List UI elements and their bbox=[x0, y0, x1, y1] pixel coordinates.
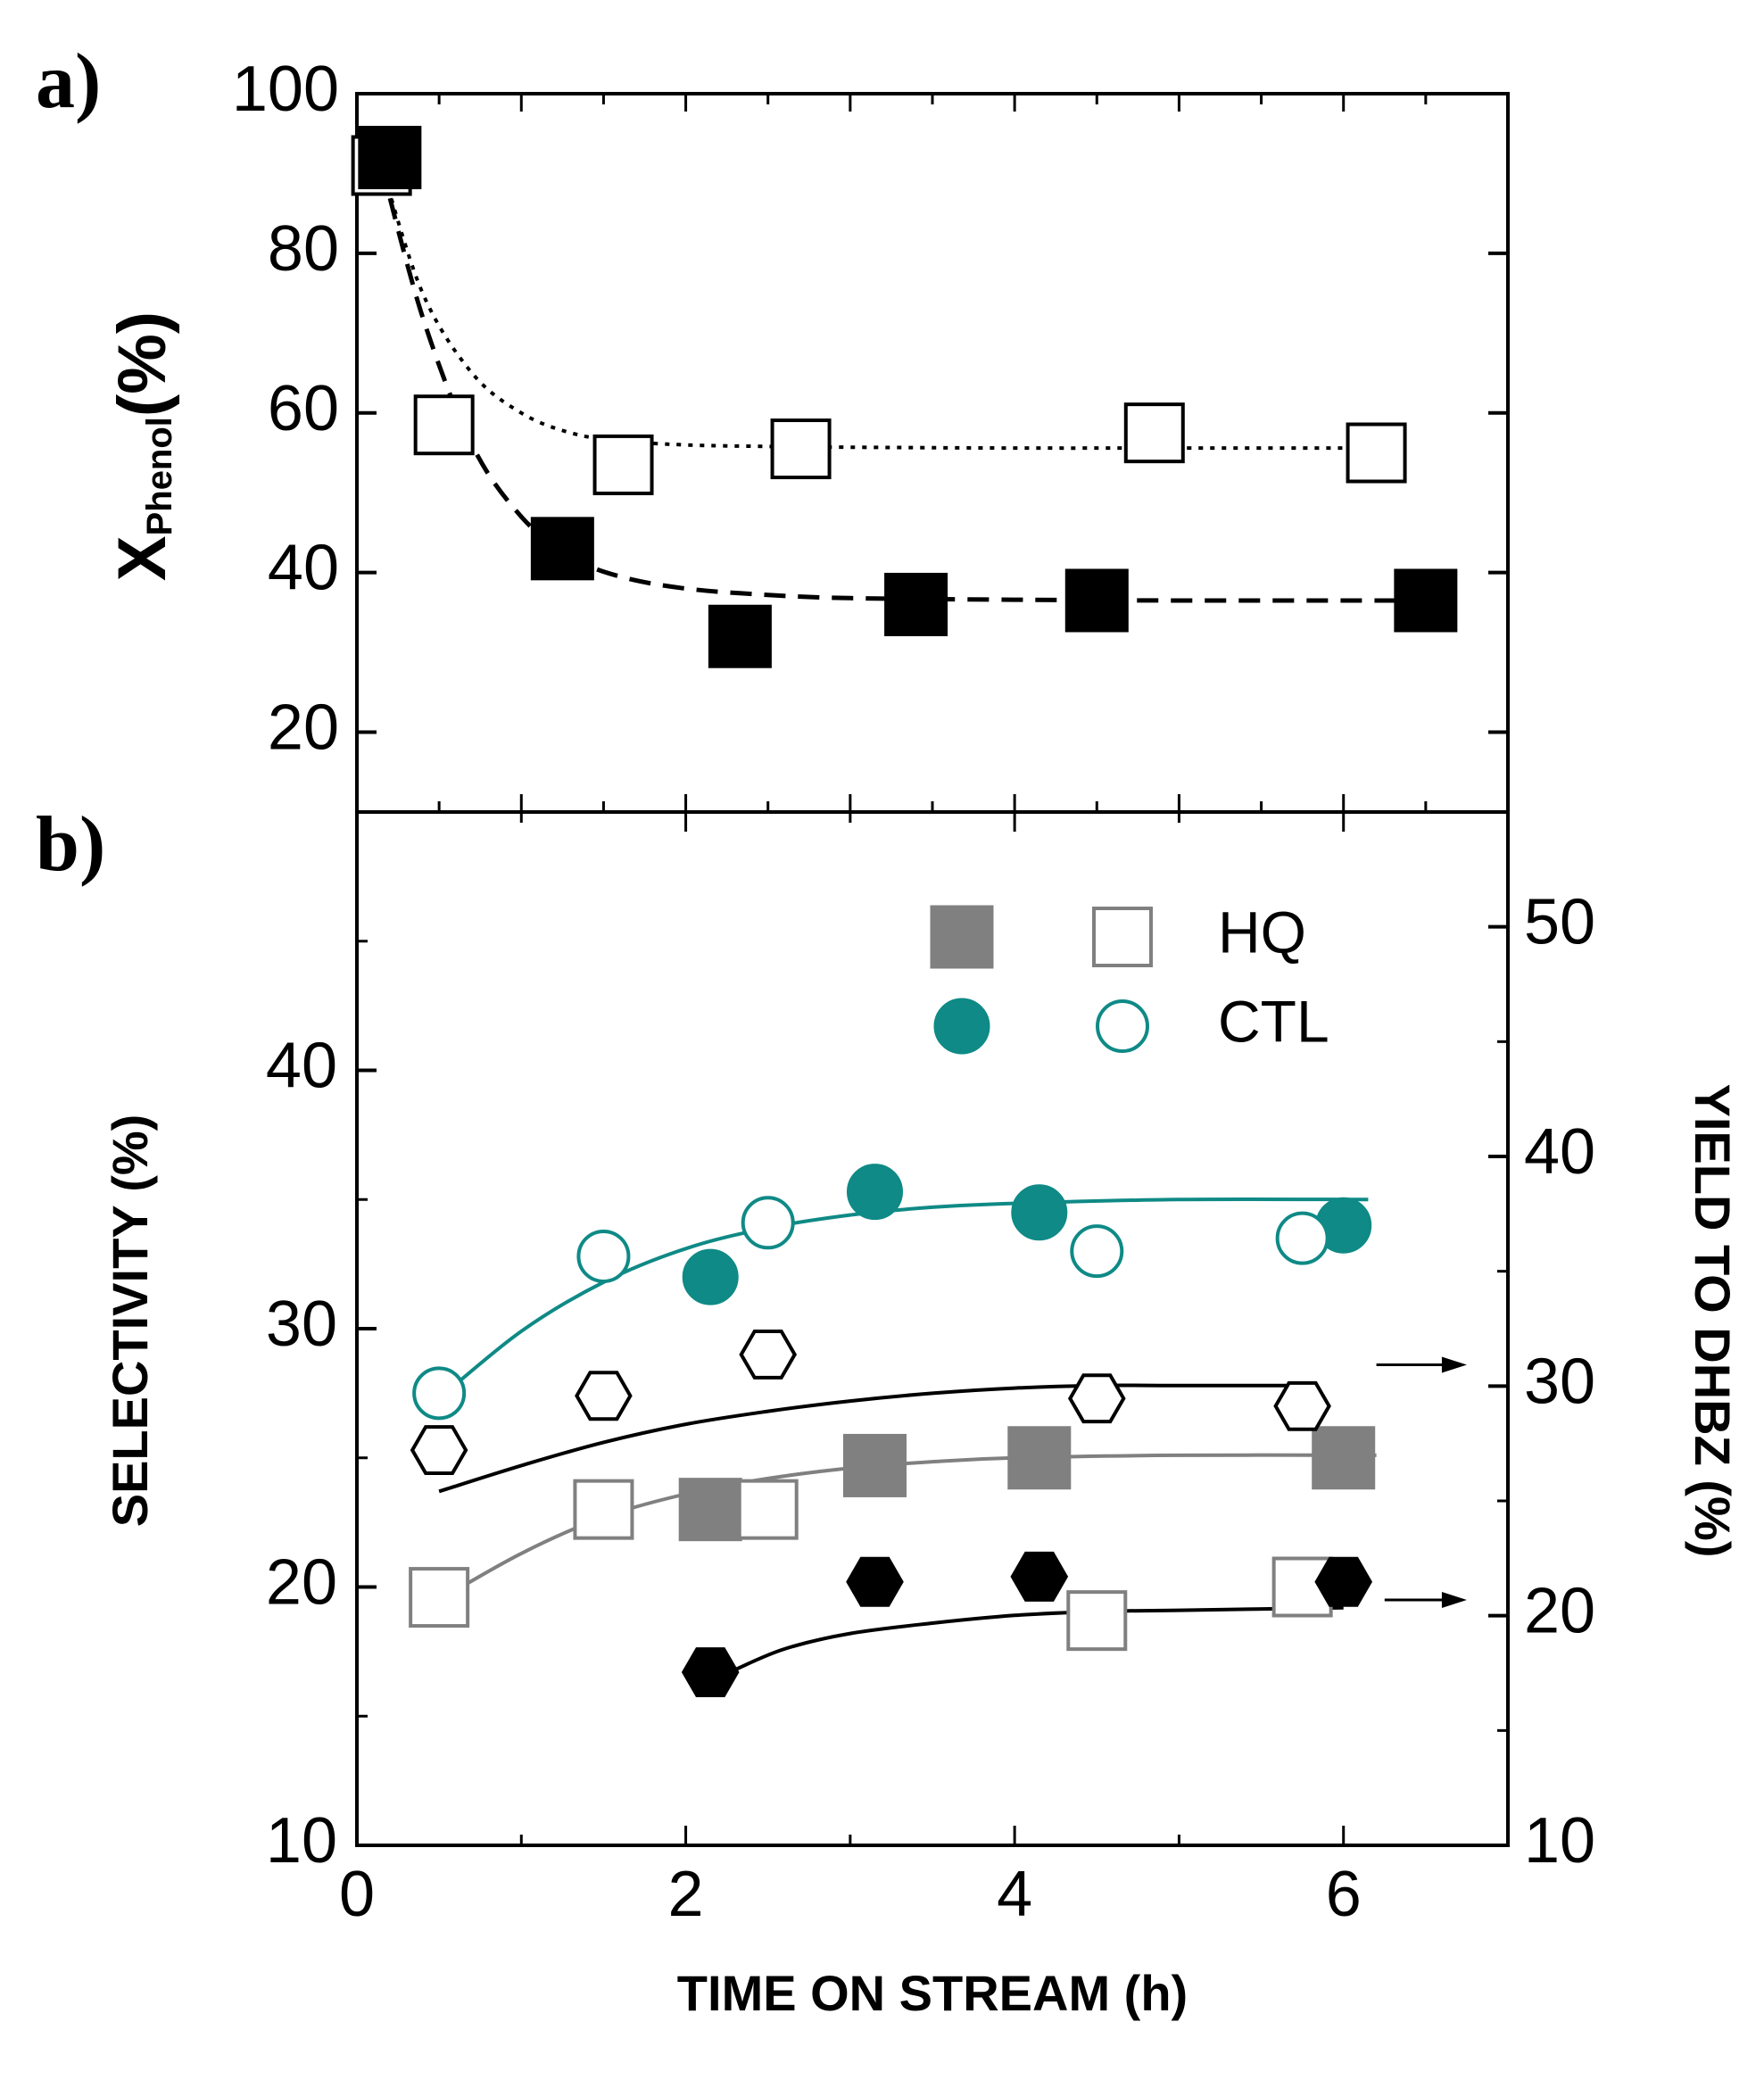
y-tick-label: 60 bbox=[268, 373, 339, 444]
y-axis-label: SELECTIVITY (%) bbox=[102, 1115, 158, 1528]
y-tick-label: 20 bbox=[266, 1547, 337, 1619]
data-point-s3-0 bbox=[409, 1567, 470, 1628]
data-point-s2-2 bbox=[1007, 1426, 1072, 1490]
data-point-s1-5 bbox=[1394, 568, 1458, 633]
data-point-s3-1 bbox=[573, 1479, 634, 1540]
data-point-s4-2 bbox=[1010, 1551, 1069, 1602]
y-tick-label: 40 bbox=[266, 1031, 337, 1102]
y2-tick-label: 10 bbox=[1524, 1805, 1595, 1877]
y-tick-label: 10 bbox=[266, 1805, 337, 1877]
data-point-s1-0 bbox=[412, 1366, 467, 1421]
y-axis-label-sub: Phenol bbox=[140, 417, 179, 535]
fit-line-0 bbox=[437, 1197, 1369, 1400]
panel-label-b: b) bbox=[36, 801, 105, 888]
x-axis-label: TIME ON STREAM (h) bbox=[677, 1965, 1188, 2021]
data-point-s5-3 bbox=[1067, 1373, 1126, 1424]
y2-axis-label: YIELD TO DHBZ (%) bbox=[1685, 1084, 1741, 1558]
data-point-s1-3 bbox=[1070, 1224, 1124, 1279]
data-point-s1-4 bbox=[1064, 568, 1129, 633]
y-tick-label: 20 bbox=[268, 692, 339, 764]
data-point-s4-3 bbox=[1314, 1556, 1373, 1607]
data-point-s5-2 bbox=[739, 1330, 798, 1380]
panel-b: 10 20 30 40 10 20 30 40 50 0 2 4 6 TIME ON STREAM (h)… bbox=[36, 801, 1741, 2021]
arrow-head-0 bbox=[1441, 1356, 1467, 1373]
panel-a-frame bbox=[355, 92, 1510, 814]
y-axis-label-suffix: (%) bbox=[104, 311, 180, 417]
data-point-s0-0 bbox=[682, 1248, 739, 1305]
legend-marker-filled-ctl bbox=[933, 998, 990, 1055]
x-tick-label: 4 bbox=[997, 1859, 1032, 1930]
y2-tick-label: 50 bbox=[1524, 887, 1595, 958]
data-point-s5-1 bbox=[575, 1371, 633, 1421]
data-point-s4-0 bbox=[681, 1647, 740, 1697]
data-point-s2-1 bbox=[843, 1433, 907, 1497]
legend-marker-open-hq bbox=[1092, 907, 1153, 967]
data-point-s1-0 bbox=[358, 126, 422, 190]
x-tick-label: 0 bbox=[339, 1859, 375, 1930]
data-point-s4-1 bbox=[846, 1556, 904, 1607]
arrow-head-1 bbox=[1441, 1591, 1467, 1608]
data-point-s0-2 bbox=[592, 434, 654, 495]
data-point-s0-3 bbox=[770, 418, 832, 480]
legend-marker-open-ctl bbox=[1096, 999, 1149, 1053]
fit-line-2 bbox=[438, 1383, 1303, 1494]
data-point-s1-3 bbox=[884, 572, 948, 636]
fit-line-3 bbox=[734, 1605, 1344, 1671]
panel-a: 20 40 60 80 100 XPhenol(%) a) bbox=[36, 38, 1510, 814]
data-point-s0-2 bbox=[1011, 1184, 1068, 1241]
data-point-s0-1 bbox=[847, 1164, 903, 1221]
y-axis-label-main: X bbox=[104, 535, 180, 581]
y2-tick-label: 20 bbox=[1524, 1576, 1595, 1647]
fit-line-0 bbox=[379, 164, 1377, 451]
data-point-s5-4 bbox=[1273, 1380, 1331, 1431]
fit-line-1 bbox=[438, 1453, 1377, 1602]
data-point-s0-5 bbox=[1346, 422, 1407, 484]
data-point-s2-3 bbox=[1312, 1426, 1376, 1490]
data-point-s1-2 bbox=[741, 1196, 795, 1250]
data-point-s0-1 bbox=[413, 394, 475, 456]
data-point-s1-4 bbox=[1275, 1211, 1329, 1265]
data-point-s3-3 bbox=[1066, 1590, 1128, 1652]
data-point-s1-1 bbox=[576, 1229, 631, 1283]
y2-tick-label: 30 bbox=[1524, 1346, 1595, 1417]
legend-label-hq: HQ bbox=[1218, 899, 1306, 965]
data-point-s3-2 bbox=[737, 1479, 799, 1540]
data-point-s0-4 bbox=[1123, 402, 1185, 464]
data-point-s5-0 bbox=[410, 1425, 468, 1475]
x-tick-label: 6 bbox=[1326, 1859, 1362, 1930]
y2-tick-label: 40 bbox=[1524, 1116, 1595, 1188]
legend-label-ctl: CTL bbox=[1218, 988, 1329, 1054]
y-tick-label: 40 bbox=[268, 533, 339, 604]
panel-label-a: a) bbox=[36, 38, 101, 125]
data-point-s1-1 bbox=[530, 517, 594, 581]
legend: HQ CTL bbox=[930, 899, 1329, 1055]
y-tick-label: 30 bbox=[266, 1289, 337, 1360]
legend-marker-filled-hq bbox=[930, 905, 994, 969]
data-point-s2-0 bbox=[678, 1478, 742, 1542]
y-tick-label: 100 bbox=[232, 54, 339, 125]
y-tick-label: 80 bbox=[268, 213, 339, 285]
data-point-s1-2 bbox=[708, 604, 772, 668]
x-tick-label: 2 bbox=[668, 1859, 704, 1930]
y-axis-label: XPhenol(%) bbox=[104, 311, 180, 581]
